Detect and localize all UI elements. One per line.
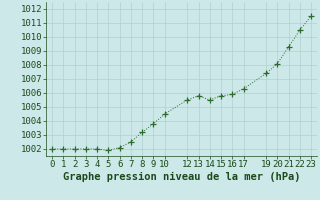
X-axis label: Graphe pression niveau de la mer (hPa): Graphe pression niveau de la mer (hPa) xyxy=(63,172,300,182)
